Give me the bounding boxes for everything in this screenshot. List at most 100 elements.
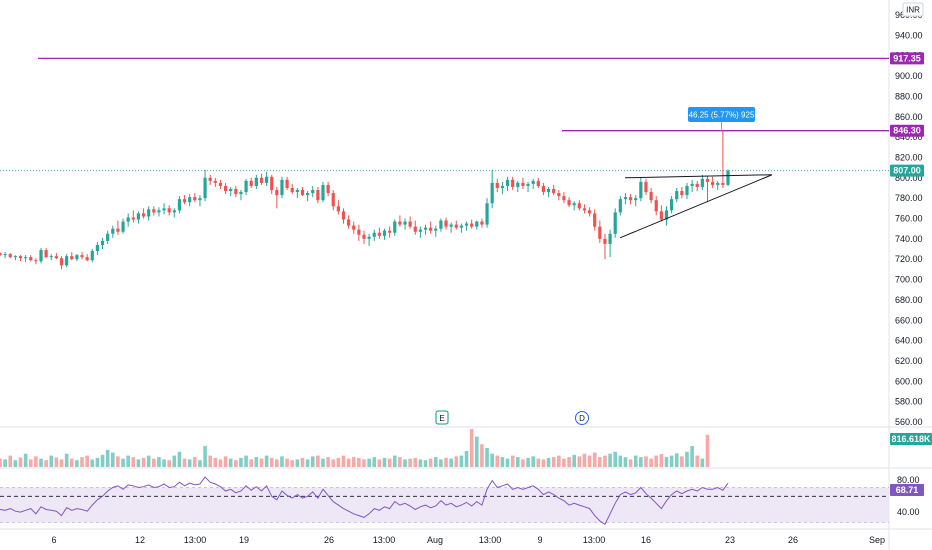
time-tick-label: 6 (51, 535, 56, 545)
volume-bar (59, 459, 64, 467)
volume-bar (23, 453, 28, 467)
event-marker-label: D (579, 414, 585, 423)
candle-body (203, 177, 207, 199)
candle-body (454, 224, 458, 228)
measure-tooltip-box (688, 107, 755, 122)
price-tick-label: 800.00 (895, 173, 923, 183)
candle-body (326, 184, 330, 194)
price-tick-label: 580.00 (895, 397, 923, 407)
candle-body (188, 197, 192, 203)
volume-bar (649, 458, 653, 467)
price-tick-label: 780.00 (895, 193, 923, 203)
volume-bar (382, 457, 387, 467)
level-badge-box (890, 52, 924, 65)
candle-body (295, 190, 299, 193)
volume-bar (423, 460, 428, 467)
level-badge: 917.35 (893, 53, 921, 63)
volume-bar (505, 458, 510, 467)
volume-bar (428, 458, 433, 467)
horizontal-levels[interactable] (0, 57, 889, 172)
candle-body (398, 221, 402, 225)
price-tick-label: 640.00 (895, 336, 923, 346)
volume-bar (234, 460, 238, 467)
volume-bar (136, 459, 141, 467)
volume-bar (44, 460, 48, 467)
volume-bar (275, 459, 279, 467)
volume-bar (300, 457, 305, 467)
volume-bar (280, 456, 284, 467)
volume-bar (269, 457, 274, 467)
volume-bar (172, 455, 177, 467)
candle-body (562, 196, 566, 201)
candle-body (249, 180, 253, 186)
price-tick-label: 760.00 (895, 214, 923, 224)
volume-bar (592, 452, 597, 467)
candle-body (0, 253, 2, 256)
candle-body (716, 182, 720, 185)
rsi-series: 80.00 40.00 (0, 475, 920, 526)
volume-bar (521, 459, 525, 467)
triangle-drawing[interactable] (619, 122, 773, 239)
candle-body (690, 183, 694, 186)
volume-series (0, 429, 710, 467)
volume-bar (644, 456, 648, 467)
volume-bar (495, 455, 500, 467)
candle-body (239, 192, 243, 195)
level-badge: 846.30 (893, 126, 921, 136)
volume-bar (95, 457, 100, 467)
candle-body (85, 257, 89, 261)
candle-body (572, 203, 576, 206)
candle-body (700, 178, 704, 187)
volume-bar (546, 457, 551, 467)
candle-body (680, 191, 684, 196)
currency-label-box[interactable] (902, 2, 924, 17)
candle-body (485, 203, 489, 225)
volume-bar (116, 456, 120, 467)
time-axis[interactable]: 6 12 13:00 19 26 13:00 Aug 13:00 9 13:00 16 23 26 Sep (51, 535, 885, 545)
candle-body (121, 221, 125, 232)
candle-body (321, 184, 325, 201)
volume-bar (700, 458, 705, 467)
candle-body (644, 181, 648, 193)
candle-body (382, 230, 387, 236)
price-axis[interactable]: 960.00940.00920.00900.00880.00860.00840.… (895, 10, 923, 427)
time-tick-label: 13:00 (373, 535, 396, 545)
price-tick-label: 940.00 (895, 30, 923, 40)
price-tick-label: 620.00 (895, 356, 923, 366)
volume-bar (182, 458, 187, 467)
candle-body (39, 250, 43, 262)
volume-bar (367, 458, 371, 467)
price-tick-label: 660.00 (895, 315, 923, 325)
candle-body (480, 221, 484, 225)
candle-body (13, 256, 17, 258)
volume-bar (469, 429, 474, 467)
volume-bar (669, 455, 674, 467)
volume-bar (336, 457, 341, 467)
candlestick-series (0, 130, 730, 270)
volume-bar (685, 451, 689, 467)
volume-bar (131, 457, 136, 467)
candle-body (475, 221, 479, 227)
candle-body (244, 180, 248, 193)
candle-body (695, 183, 699, 187)
candle-body (331, 193, 335, 207)
measure-tooltip[interactable]: 46.25 (5.77%) 925 (688, 107, 755, 122)
candle-body (316, 190, 320, 201)
volume-bar (146, 455, 151, 467)
volume-bar (664, 457, 669, 467)
candle-body (100, 240, 105, 245)
candle-body (147, 209, 151, 217)
candle-body (254, 177, 258, 186)
volume-bar (69, 458, 74, 467)
volume-bar (454, 456, 459, 467)
candle-body (429, 227, 433, 231)
volume-bar (608, 453, 612, 467)
volume-bar (572, 454, 576, 467)
time-tick-label: 13:00 (583, 535, 606, 545)
candle-body (393, 221, 397, 233)
candle-body (136, 213, 141, 220)
candle-body (628, 197, 633, 201)
volume-bar (162, 459, 166, 467)
